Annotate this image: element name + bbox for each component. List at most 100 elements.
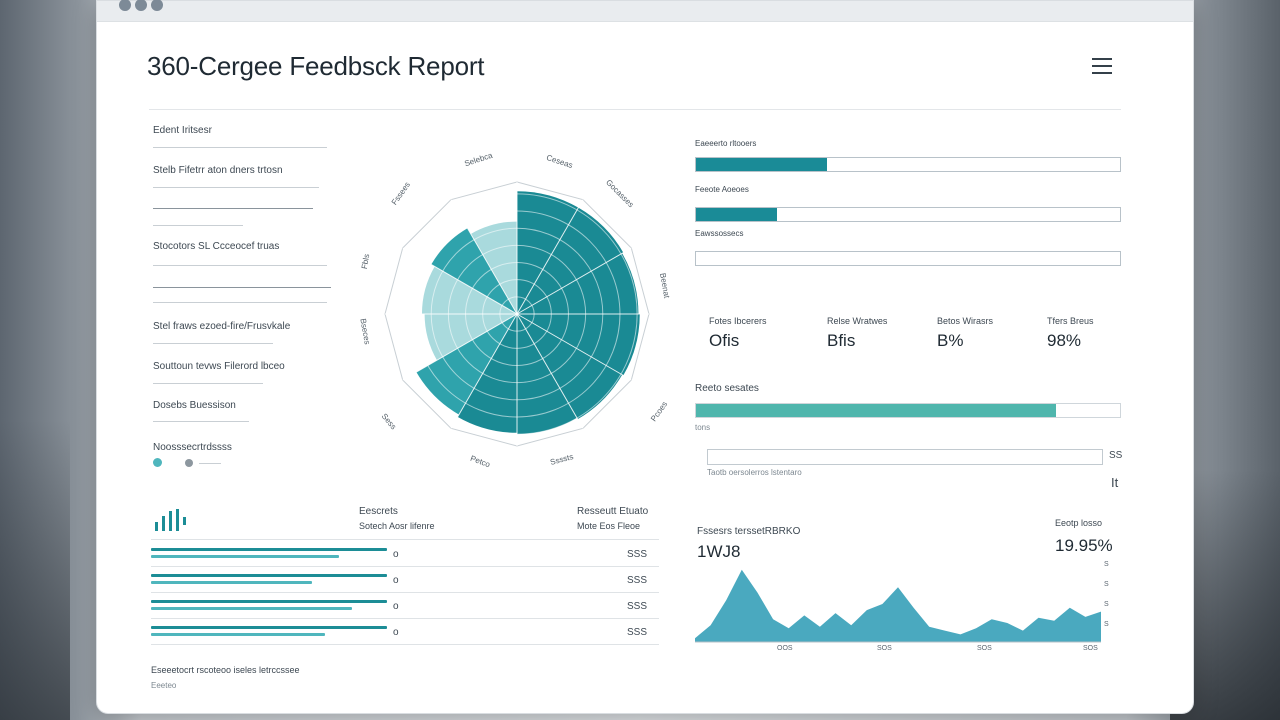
row-divider [151,644,659,645]
metric-label: Tfers Breus [1047,316,1094,326]
progress-bar [695,251,1121,266]
table-left-header: Eescrets [359,506,398,517]
input-right-mark: SS [1109,450,1123,461]
progress-bar-fill [696,208,777,221]
row-divider [151,618,659,619]
status-dot [185,459,193,467]
bar-label: Eaeeerto rltooers [695,139,757,148]
window-control-dot[interactable] [151,0,163,11]
progress-bar [695,157,1121,172]
radar-spoke [450,199,518,315]
text-input[interactable] [707,449,1103,465]
area-chart-svg [695,569,1101,643]
row-mark: o [393,549,399,560]
y-tick-label: S [1104,601,1109,608]
row-divider [151,592,659,593]
list-item-line [153,208,313,209]
bar-label: Eawssossecs [695,229,744,238]
row-amount: SSS [627,601,648,612]
progress-sublabel: tons [695,423,711,432]
list-item-line [153,302,327,303]
list-item-line [153,225,243,226]
list-item-title: Stelb Fifetrr aton dners trtosn [153,165,283,176]
radar-spoke [450,313,518,429]
main-progress-fill [696,404,1057,417]
row-secondary-bar [151,555,339,558]
progress-bar [695,207,1121,222]
list-item-line [153,147,327,148]
radar-sector [421,266,517,314]
x-tick-label: SOS [1083,645,1098,652]
radar-sector [517,314,578,435]
radar-sector [517,314,623,420]
list-item-line [153,265,327,266]
status-dot [153,458,162,467]
radar-spoke [516,199,584,315]
row-primary-bar [151,574,387,577]
y-tick-label: S [1104,561,1109,568]
report-window: 360-Cergee Feedbsck Report Edent Iritses… [96,0,1194,714]
metric-label: Fotes Ibcerers [709,316,767,326]
radar-spoke [516,247,632,315]
table-divider [151,539,659,540]
x-tick-label: SOS [977,645,992,652]
radar-spoke [516,313,584,429]
input-hint: Taotb oersolerros lstentaro [707,468,802,477]
list-item-line [153,343,273,344]
radar-svg [384,181,650,447]
progress-bar-fill [696,158,828,171]
window-control-dot[interactable] [135,0,147,11]
x-tick-label: OOS [777,645,793,652]
metric-value: B% [937,331,964,350]
hamburger-icon[interactable] [1092,58,1112,74]
y-tick-label: S [1104,621,1109,628]
page-title: 360-Cergee Feedbsck Report [147,51,485,81]
trend-left-value: 1WJ8 [697,542,741,561]
table-left-subheader: Sotech Aosr lifenre [359,521,435,531]
input-bottom-mark: It [1111,475,1119,490]
main-progress-bar [695,403,1121,418]
row-primary-bar [151,548,387,551]
area-series [695,569,1101,642]
list-item-title: Stel fraws ezoed-fire/Frusvkale [153,321,291,332]
trend-right-title: Eeotp losso [1055,518,1103,528]
window-titlebar [97,0,1193,22]
table-footer-sub: Eeeteo [151,681,177,690]
x-tick-label: SOS [877,645,892,652]
progress-label: Reeto sesates [695,383,759,394]
metric-label: Betos Wirasrs [937,316,994,326]
row-primary-bar [151,600,387,603]
metric-value: Bfis [827,331,856,350]
table-footer: Eseeetocrt rscoteoo iseles letrccssee [151,665,300,675]
header-divider [149,109,1121,110]
metric-label: Relse Wratwes [827,316,888,326]
list-item-title: Souttoun tevws Filerord lbceo [153,361,285,372]
list-item-line [153,421,249,422]
list-item-title: Dosebs Buessison [153,400,236,411]
row-amount: SSS [627,627,648,638]
radar-sector [517,207,624,314]
list-item-title: Noosssecrtrdssss [153,442,232,453]
background-shadow-left [0,420,70,720]
area-chart [695,556,1101,651]
list-item-line [153,383,263,384]
row-amount: SSS [627,575,648,586]
table-right-header: Resseutt Etuato [577,506,649,517]
window-control-dot[interactable] [119,0,131,11]
trend-right-value: 19.95% [1055,536,1113,555]
table-right-subheader: Mote Eos Fleoe [577,521,641,531]
list-item-line [153,287,331,288]
row-secondary-bar [151,581,312,584]
radar-sector [457,314,517,433]
row-secondary-bar [151,607,352,610]
radar-spoke [402,313,518,381]
y-tick-label: S [1104,581,1109,588]
list-item-line [199,463,221,464]
row-mark: o [393,627,399,638]
metric-value: Ofis [709,331,740,350]
list-item-title: Stocotors SL Ccceocef truas [153,241,280,252]
bar-chart-icon [155,509,186,531]
radar-sector [416,314,517,415]
trend-title: Fssesrs terssetRBRKO [697,526,801,537]
row-mark: o [393,575,399,586]
